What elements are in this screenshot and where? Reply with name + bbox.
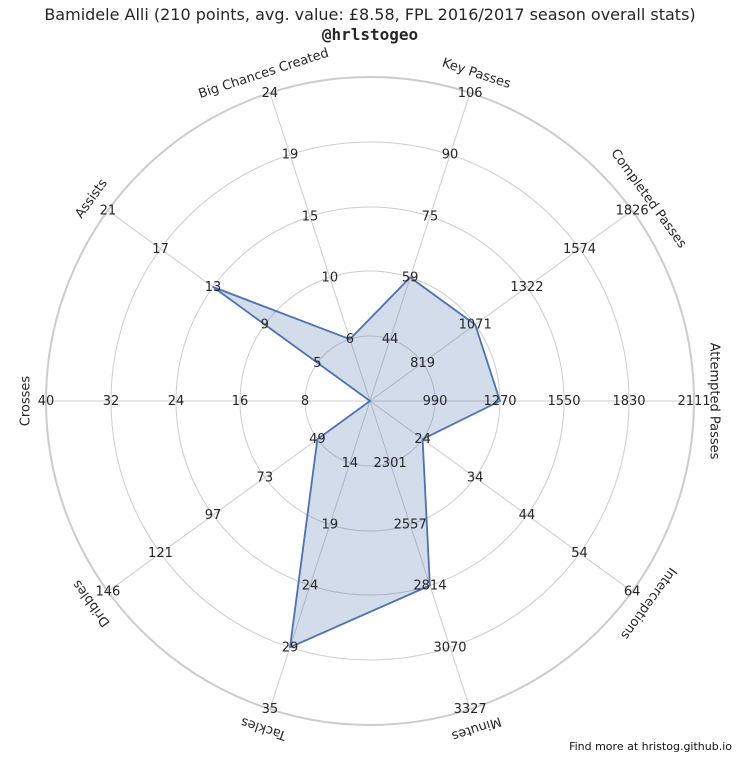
tick-label: 24 — [302, 579, 319, 594]
tick-label: 2301 — [374, 456, 407, 471]
tick-label: 34 — [467, 470, 484, 485]
tick-label: 24 — [414, 432, 431, 447]
axis-label: Interceptions — [617, 564, 679, 642]
tick-label: 3327 — [454, 702, 487, 717]
tick-label: 24 — [168, 394, 185, 409]
tick-label: 2814 — [413, 579, 446, 594]
footer-credit: Find more at hristog.github.io — [569, 740, 732, 753]
axis-spoke — [369, 400, 633, 592]
axis-spoke — [369, 210, 633, 402]
tick-label: 19 — [282, 148, 299, 163]
axis-label: Attempted Passes — [707, 343, 722, 460]
tick-label: 3070 — [433, 640, 466, 655]
tick-label: 19 — [322, 518, 339, 533]
axis-label: Minutes — [449, 713, 503, 743]
tick-label: 2557 — [394, 518, 427, 533]
tick-label: 90 — [442, 148, 459, 163]
tick-label: 6 — [346, 332, 354, 347]
tick-label: 1550 — [547, 394, 580, 409]
tick-label: 819 — [410, 356, 435, 371]
tick-label: 146 — [95, 584, 120, 599]
tick-label: 990 — [423, 394, 448, 409]
tick-label: 1826 — [616, 204, 649, 219]
axis-spoke — [269, 400, 371, 710]
axis-spoke — [369, 92, 471, 402]
axis-label: Tackles — [239, 714, 289, 743]
tick-label: 97 — [205, 508, 222, 523]
tick-label: 59 — [402, 270, 419, 285]
tick-label: 24 — [262, 86, 279, 101]
tick-label: 1322 — [510, 280, 543, 295]
tick-label: 44 — [519, 508, 536, 523]
tick-label: 75 — [422, 209, 439, 224]
tick-label: 15 — [302, 209, 319, 224]
tick-label: 32 — [103, 394, 120, 409]
tick-label: 16 — [232, 394, 249, 409]
tick-label: 17 — [152, 242, 169, 257]
tick-label: 44 — [382, 332, 399, 347]
tick-label: 64 — [624, 584, 641, 599]
tick-label: 54 — [571, 546, 588, 561]
tick-label: 10 — [322, 270, 339, 285]
tick-label: 2111 — [677, 394, 710, 409]
tick-label: 73 — [257, 470, 274, 485]
tick-label: 121 — [148, 546, 173, 561]
tick-label: 14 — [342, 456, 359, 471]
tick-label: 8 — [301, 394, 309, 409]
tick-label: 5 — [313, 356, 321, 371]
axis-label: Crosses — [19, 376, 34, 427]
tick-label: 21 — [100, 204, 117, 219]
tick-label: 106 — [458, 86, 483, 101]
axis-spoke — [369, 400, 471, 710]
tick-label: 13 — [205, 280, 222, 295]
tick-label: 40 — [38, 394, 55, 409]
chart-subtitle: @hrlstogeo — [321, 25, 419, 44]
chart-title: Bamidele Alli (210 points, avg. value: £… — [44, 5, 696, 24]
tick-label: 1270 — [483, 394, 516, 409]
tick-label: 35 — [262, 702, 279, 717]
tick-label: 9 — [261, 318, 269, 333]
tick-label: 1574 — [563, 242, 596, 257]
series-line — [212, 276, 501, 649]
tick-label: 1830 — [612, 394, 645, 409]
tick-label: 1071 — [459, 318, 492, 333]
tick-label: 29 — [282, 640, 299, 655]
axis-spoke — [269, 92, 371, 402]
tick-label: 49 — [309, 432, 326, 447]
